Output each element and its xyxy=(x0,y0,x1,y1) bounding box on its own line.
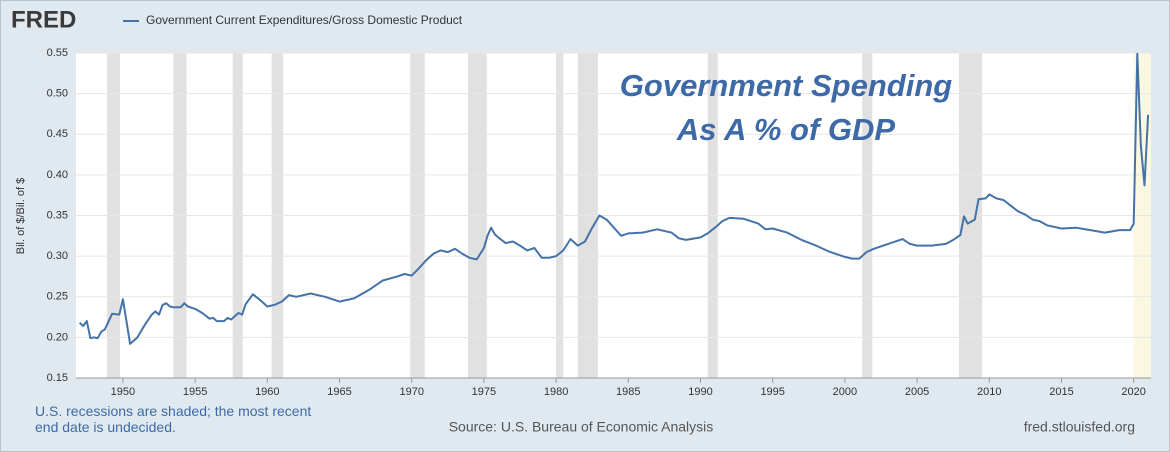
y-axis-label: Bil. of $/Bil. of $ xyxy=(15,178,27,254)
x-tick-label: 1960 xyxy=(255,386,279,398)
x-tick-label: 2020 xyxy=(1121,386,1145,398)
annotation: Government Spending xyxy=(620,68,952,103)
annotation: As A % of GDP xyxy=(676,112,895,147)
recession-note: U.S. recessions are shaded; the most rec… xyxy=(35,403,312,435)
x-tick-label: 2005 xyxy=(905,386,929,398)
x-tick-label: 2000 xyxy=(833,386,857,398)
x-tick-label: 1970 xyxy=(399,386,423,398)
x-tick-label: 1955 xyxy=(183,386,207,398)
x-tick-label: 1965 xyxy=(327,386,351,398)
x-tick-label: 1950 xyxy=(111,386,135,398)
legend-label: Government Current Expenditures/Gross Do… xyxy=(146,13,463,27)
x-tick-label: 1980 xyxy=(544,386,568,398)
x-tick-label: 1985 xyxy=(616,386,640,398)
y-tick-label: 0.20 xyxy=(47,331,68,343)
x-tick-label: 1975 xyxy=(472,386,496,398)
line-series xyxy=(78,52,1150,345)
y-tick-label: 0.50 xyxy=(47,88,68,100)
x-tick-label: 1995 xyxy=(760,386,784,398)
x-tick-label: 2010 xyxy=(977,386,1001,398)
y-tick-label: 0.55 xyxy=(47,47,68,59)
y-tick-label: 0.30 xyxy=(47,250,68,262)
site: fred.stlouisfed.org xyxy=(1024,419,1135,435)
y-tick-label: 0.35 xyxy=(47,209,68,221)
y-tick-label: 0.25 xyxy=(47,291,68,303)
y-tick-label: 0.45 xyxy=(47,128,68,140)
logo: FRED xyxy=(11,6,76,33)
y-tick-label: 0.15 xyxy=(47,372,68,384)
x-tick-label: 1990 xyxy=(688,386,712,398)
x-tick-label: 2015 xyxy=(1049,386,1073,398)
y-tick-label: 0.40 xyxy=(47,169,68,181)
source: Source: U.S. Bureau of Economic Analysis xyxy=(449,419,714,435)
